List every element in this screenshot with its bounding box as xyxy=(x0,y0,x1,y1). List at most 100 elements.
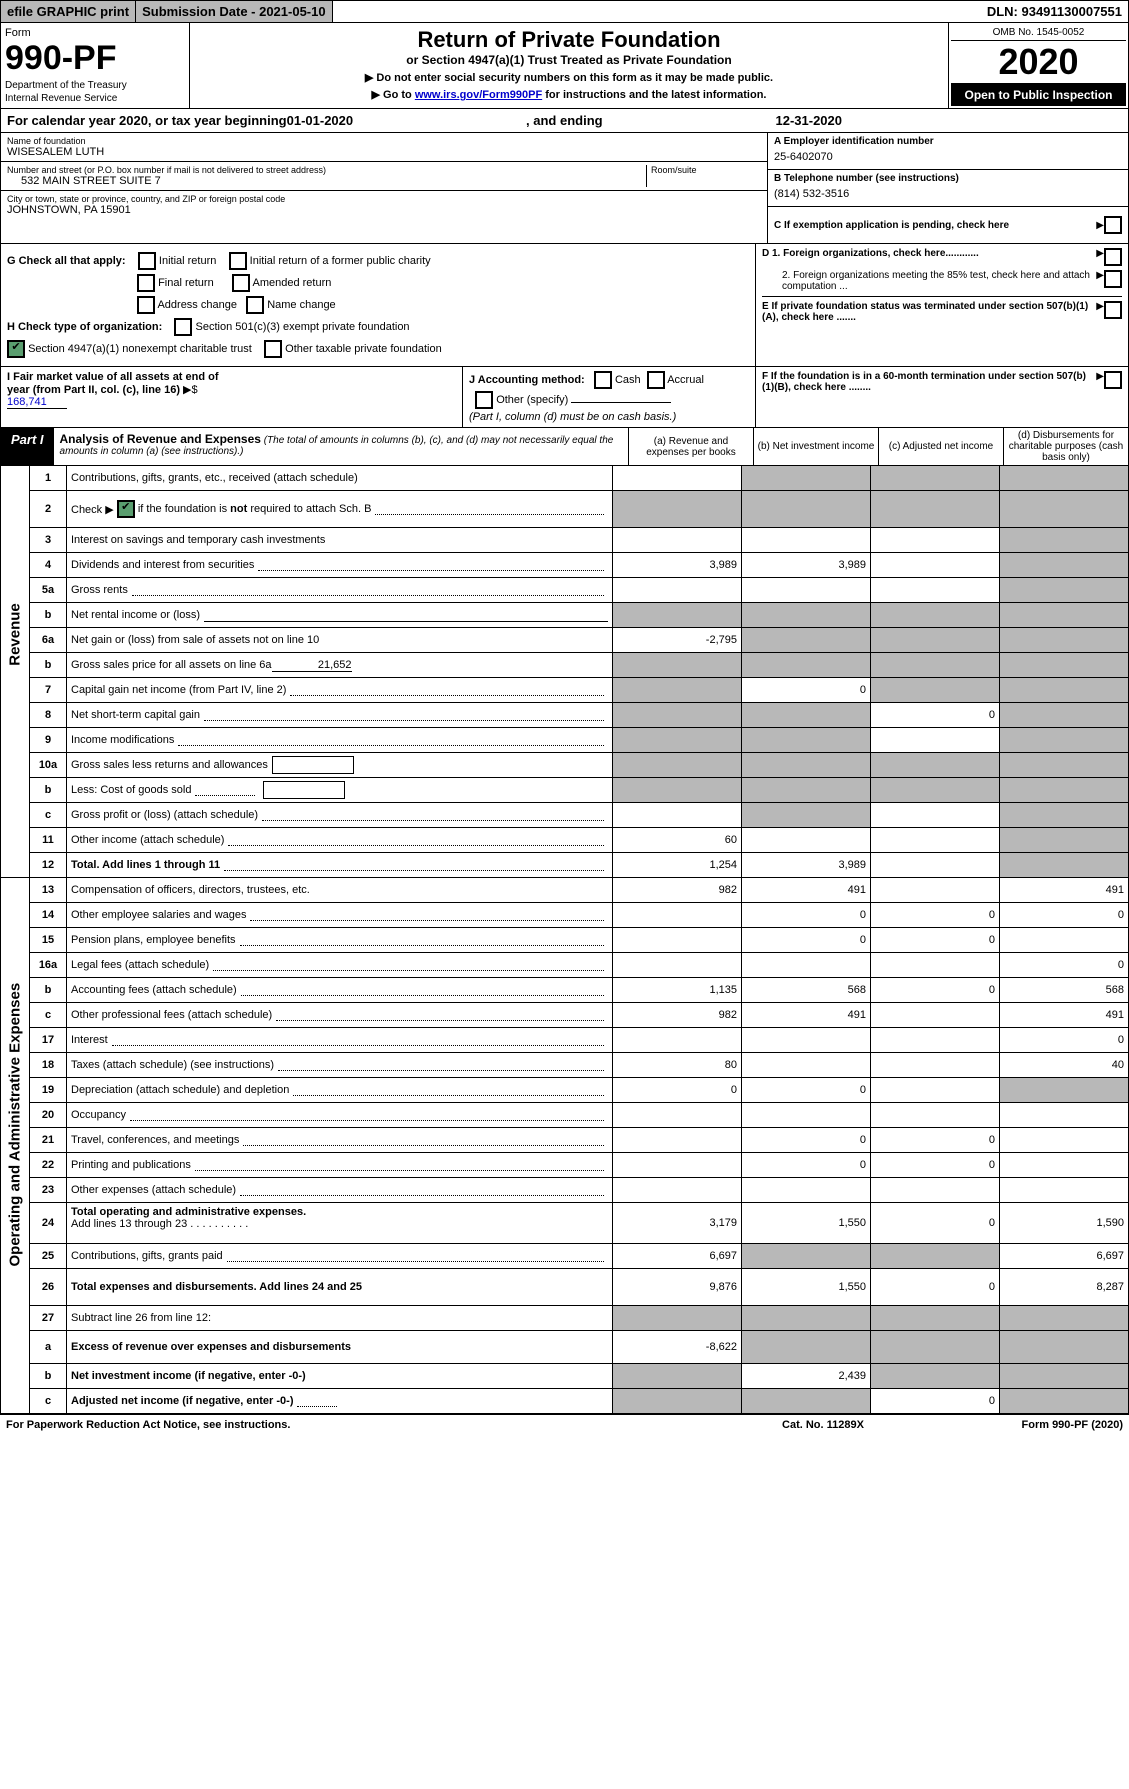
line-10a: 10aGross sales less returns and allowanc… xyxy=(30,753,1128,778)
l16b-desc: Accounting fees (attach schedule) xyxy=(67,978,612,1002)
name-row: Name of foundation WISESALEM LUTH xyxy=(1,133,767,162)
l5a-desc: Gross rents xyxy=(67,578,612,602)
f-label: F If the foundation is in a 60-month ter… xyxy=(762,371,1096,393)
l19-text: Depreciation (attach schedule) and deple… xyxy=(71,1084,289,1096)
g-amended-checkbox[interactable] xyxy=(232,274,250,292)
arrow-icon: ▶ xyxy=(1096,371,1104,382)
g-initial-checkbox[interactable] xyxy=(138,252,156,270)
line-24: 24Total operating and administrative exp… xyxy=(30,1203,1128,1244)
l17-desc: Interest xyxy=(67,1028,612,1052)
l27c-desc: Adjusted net income (if negative, enter … xyxy=(67,1389,612,1413)
d2-checkbox[interactable] xyxy=(1104,270,1122,288)
form-link[interactable]: www.irs.gov/Form990PF xyxy=(415,89,542,101)
efile-badge: efile GRAPHIC print xyxy=(1,1,136,22)
line-27c: cAdjusted net income (if negative, enter… xyxy=(30,1389,1128,1413)
h-501c3-checkbox[interactable] xyxy=(174,318,192,336)
j-other-checkbox[interactable] xyxy=(475,391,493,409)
l12-desc: Total. Add lines 1 through 11 xyxy=(67,853,612,877)
c-checkbox[interactable] xyxy=(1104,216,1122,234)
line-26: 26Total expenses and disbursements. Add … xyxy=(30,1269,1128,1306)
l12-text: Total. Add lines 1 through 11 xyxy=(71,859,220,871)
city-label: City or town, state or province, country… xyxy=(7,194,761,204)
g-line2: Final return Amended return xyxy=(7,274,749,292)
d1-checkbox[interactable] xyxy=(1104,248,1122,266)
e-row: E If private foundation status was termi… xyxy=(762,296,1122,323)
j-cash-checkbox[interactable] xyxy=(594,371,612,389)
i-value[interactable]: 168,741 xyxy=(7,396,67,409)
line-14: 14Other employee salaries and wages000 xyxy=(30,903,1128,928)
l6a-desc: Net gain or (loss) from sale of assets n… xyxy=(67,628,612,652)
l27a-desc: Excess of revenue over expenses and disb… xyxy=(67,1331,612,1363)
part1-label: Part I xyxy=(1,428,54,465)
e-label: E If private foundation status was termi… xyxy=(762,301,1096,323)
l24-text: Total operating and administrative expen… xyxy=(71,1206,306,1218)
l24-c: 0 xyxy=(870,1203,999,1243)
arrow-icon: ▶ xyxy=(1096,248,1104,259)
i-block: I Fair market value of all assets at end… xyxy=(1,367,463,427)
j-other-row: Other (specify) xyxy=(469,391,749,409)
l10b-box xyxy=(263,781,345,799)
l18-a: 80 xyxy=(612,1053,741,1077)
l27a-a: -8,622 xyxy=(612,1331,741,1363)
form-label: Form xyxy=(5,27,185,39)
line-3: 3Interest on savings and temporary cash … xyxy=(30,528,1128,553)
line-21: 21Travel, conferences, and meetings00 xyxy=(30,1128,1128,1153)
cal-pre: For calendar year 2020, or tax year begi… xyxy=(7,113,287,128)
line-10b: bLess: Cost of goods sold xyxy=(30,778,1128,803)
l13-a: 982 xyxy=(612,878,741,902)
g-final: Final return xyxy=(158,277,214,289)
l2-checkbox[interactable] xyxy=(117,500,135,518)
cal-end: 12-31-2020 xyxy=(776,113,843,128)
g-amended: Amended return xyxy=(253,277,332,289)
l10a-desc: Gross sales less returns and allowances xyxy=(67,753,612,777)
j-accrual-checkbox[interactable] xyxy=(647,371,665,389)
main-title: Return of Private Foundation xyxy=(198,27,940,53)
g-name-checkbox[interactable] xyxy=(246,296,264,314)
h-501c3: Section 501(c)(3) exempt private foundat… xyxy=(196,321,410,333)
title-block: Return of Private Foundation or Section … xyxy=(190,23,949,108)
l19-b: 0 xyxy=(741,1078,870,1102)
f-block: F If the foundation is in a 60-month ter… xyxy=(756,367,1128,427)
l5b-desc: Net rental income or (loss) xyxy=(67,603,612,627)
f-row: F If the foundation is in a 60-month ter… xyxy=(762,371,1122,393)
l26-c: 0 xyxy=(870,1269,999,1305)
line-1: 1Contributions, gifts, grants, etc., rec… xyxy=(30,466,1128,491)
l13-d: 491 xyxy=(999,878,1128,902)
line-2: 2Check ▶ if the foundation is not requir… xyxy=(30,491,1128,528)
addr-col: Number and street (or P.O. box number if… xyxy=(7,165,646,187)
line-27a: aExcess of revenue over expenses and dis… xyxy=(30,1331,1128,1364)
l18-text: Taxes (attach schedule) (see instruction… xyxy=(71,1059,274,1071)
expenses-side: Operating and Administrative Expenses xyxy=(1,878,30,1413)
part1-title: Analysis of Revenue and Expenses (The to… xyxy=(54,428,628,465)
room-label: Room/suite xyxy=(651,165,761,175)
l15-desc: Pension plans, employee benefits xyxy=(67,928,612,952)
l12-b: 3,989 xyxy=(741,853,870,877)
l16c-a: 982 xyxy=(612,1003,741,1027)
l20-text: Occupancy xyxy=(71,1109,126,1121)
f-checkbox[interactable] xyxy=(1104,371,1122,389)
g-initial-former-checkbox[interactable] xyxy=(229,252,247,270)
l16a-desc: Legal fees (attach schedule) xyxy=(67,953,612,977)
col-b-head: (b) Net investment income xyxy=(753,428,878,465)
line-8: 8Net short-term capital gain0 xyxy=(30,703,1128,728)
footer-mid: Cat. No. 11289X xyxy=(723,1419,923,1431)
g-final-checkbox[interactable] xyxy=(137,274,155,292)
l26-text: Total expenses and disbursements. Add li… xyxy=(71,1281,362,1293)
e-checkbox[interactable] xyxy=(1104,301,1122,319)
note-1: ▶ Do not enter social security numbers o… xyxy=(198,71,940,84)
cal-mid: , and ending xyxy=(353,113,775,128)
g-addr-checkbox[interactable] xyxy=(137,296,155,314)
h-4947-checkbox[interactable] xyxy=(7,340,25,358)
l10b-desc: Less: Cost of goods sold xyxy=(67,778,612,802)
subtitle: or Section 4947(a)(1) Trust Treated as P… xyxy=(198,53,940,67)
arrow-icon: ▶ xyxy=(1096,270,1104,281)
l25-d: 6,697 xyxy=(999,1244,1128,1268)
ein-row: A Employer identification number 25-6402… xyxy=(768,133,1128,170)
note2-post: for instructions and the latest informat… xyxy=(542,89,766,101)
city-row: City or town, state or province, country… xyxy=(1,191,767,219)
checks-left: G Check all that apply: Initial return I… xyxy=(1,244,756,366)
h-other-checkbox[interactable] xyxy=(264,340,282,358)
l7-text: Capital gain net income (from Part IV, l… xyxy=(71,684,286,696)
line-16b: bAccounting fees (attach schedule)1,1355… xyxy=(30,978,1128,1003)
l13-desc: Compensation of officers, directors, tru… xyxy=(67,878,612,902)
